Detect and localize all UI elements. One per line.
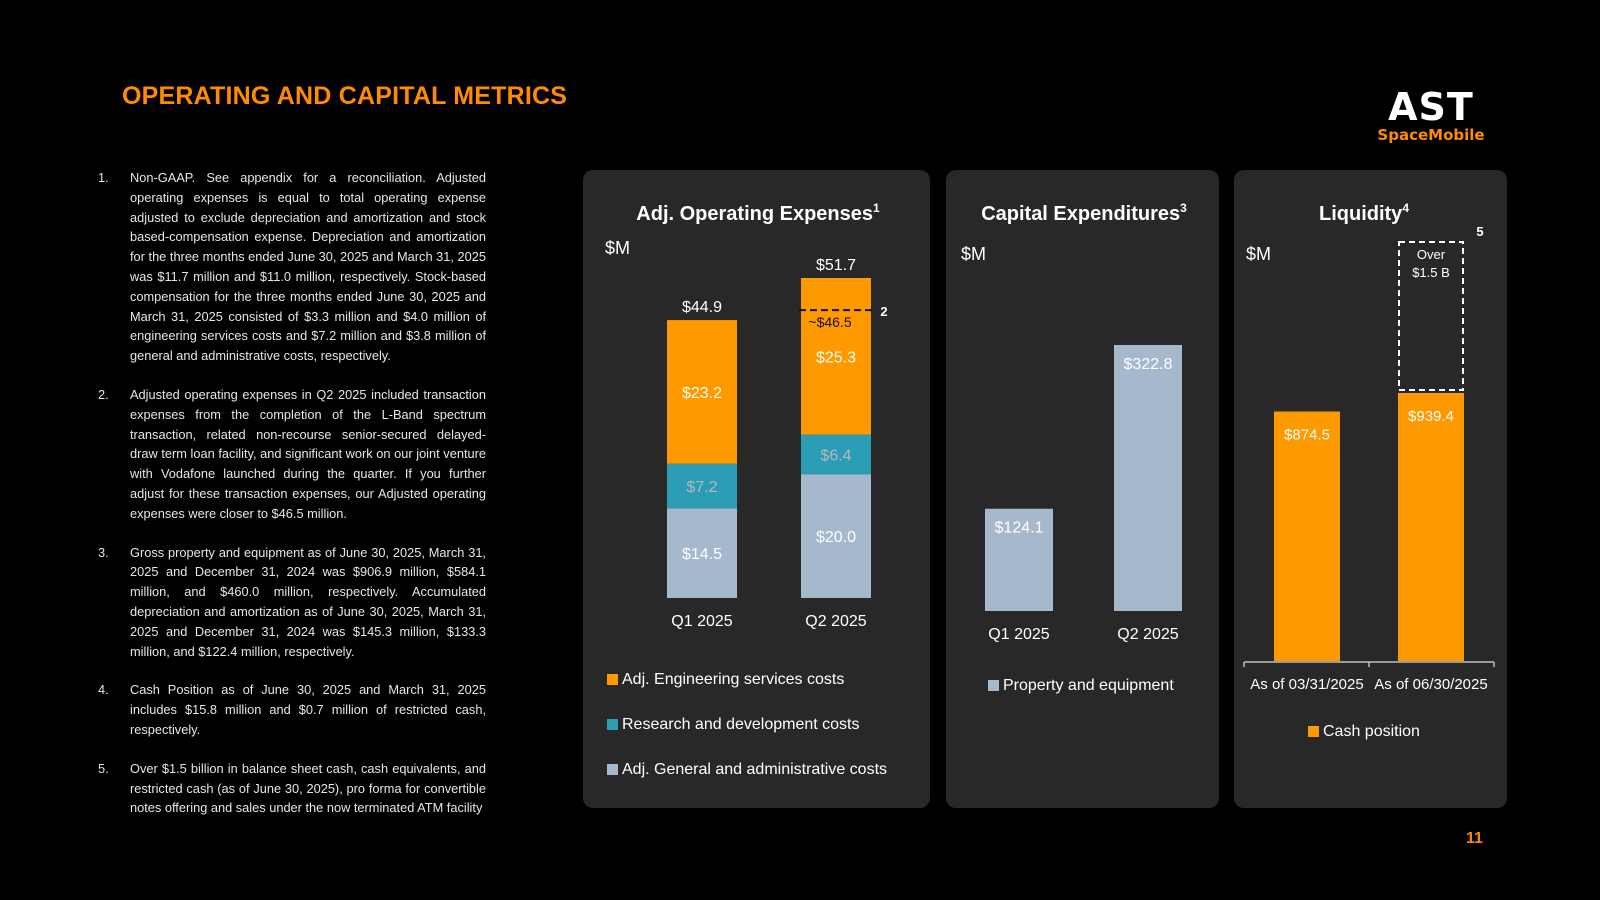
legend-label: Adj. General and administrative costs — [622, 761, 887, 778]
liquidity-chart-panel: Liquidity4 $M $874.5 As of 03/31/2025 $939.4… — [1234, 170, 1507, 808]
data-label: $7.2 — [686, 479, 717, 496]
footnote-item: 5. Over $1.5 billion in balance sheet cas… — [98, 759, 486, 818]
data-label: $322.8 — [1124, 356, 1173, 373]
footnote-text: Gross property and equipment as of June … — [130, 545, 486, 659]
pro-forma-footnote: 5 — [1476, 224, 1483, 239]
footnote-number: 4. — [98, 680, 109, 700]
legend-label: Property and equipment — [1003, 677, 1174, 694]
chart-title: Capital Expenditures3 — [981, 201, 1187, 225]
footnote-text: Adjusted operating expenses in Q2 2025 i… — [130, 387, 486, 521]
bar — [1274, 412, 1340, 661]
chart-title: Liquidity4 — [1319, 201, 1409, 225]
footnote-text: Cash Position as of June 30, 2025 and Ma… — [130, 682, 486, 737]
annotation-label: ~$46.5 — [808, 314, 851, 330]
data-label: $874.5 — [1284, 427, 1330, 444]
x-tick-label: Q1 2025 — [988, 626, 1049, 643]
footnote-number: 2. — [98, 385, 109, 405]
data-label: $124.1 — [995, 520, 1044, 537]
page-number: 11 — [1466, 830, 1483, 848]
capex-chart-panel: Capital Expenditures3 $M $124.1 Q1 2025 $322… — [946, 170, 1219, 808]
footnote-item: 3. Gross property and equipment as of Jun… — [98, 543, 486, 662]
data-label: $25.3 — [816, 349, 856, 366]
footnote-item: 4. Cash Position as of June 30, 2025 and … — [98, 680, 486, 739]
footnotes-list: 1. Non-GAAP. See appendix for a reconcili… — [98, 168, 486, 837]
x-tick-label: Q2 2025 — [805, 613, 866, 630]
bar — [1398, 393, 1464, 661]
pro-forma-label: Over — [1417, 247, 1446, 262]
logo-wordmark: AST — [1370, 88, 1492, 126]
footnote-number: 1. — [98, 168, 109, 188]
annotation-footnote: 2 — [880, 304, 887, 319]
legend-label: Research and development costs — [622, 716, 859, 733]
legend-swatch — [1308, 726, 1319, 737]
unit-label: $M — [961, 244, 986, 264]
logo-subtitle: SpaceMobile — [1370, 126, 1492, 144]
total-label: $51.7 — [816, 257, 856, 274]
chart-title: Adj. Operating Expenses1 — [636, 201, 880, 225]
unit-label: $M — [605, 238, 630, 258]
x-tick-label: Q1 2025 — [671, 613, 732, 630]
footnote-item: 1. Non-GAAP. See appendix for a reconcili… — [98, 168, 486, 366]
data-label: $23.2 — [682, 385, 722, 402]
capex-chart: Capital Expenditures3 $M $124.1 Q1 2025 $322… — [946, 170, 1219, 808]
liquidity-chart: Liquidity4 $M $874.5 As of 03/31/2025 $939.4… — [1234, 170, 1507, 808]
legend-swatch — [607, 674, 618, 685]
footnote-text: Over $1.5 billion in balance sheet cash,… — [130, 761, 486, 816]
x-tick-label: Q2 2025 — [1117, 626, 1178, 643]
data-label: $14.5 — [682, 546, 722, 563]
legend-label: Adj. Engineering services costs — [622, 671, 844, 688]
unit-label: $M — [1246, 244, 1271, 264]
footnote-text: Non-GAAP. See appendix for a reconciliat… — [130, 170, 486, 363]
opex-chart-panel: Adj. Operating Expenses1 $M $14.5 $7.2 $23.2… — [583, 170, 930, 808]
footnote-number: 3. — [98, 543, 109, 563]
pro-forma-label: $1.5 B — [1412, 265, 1450, 280]
legend-swatch — [607, 764, 618, 775]
data-label: $20.0 — [816, 529, 856, 546]
total-label: $44.9 — [682, 299, 722, 316]
footnote-number: 5. — [98, 759, 109, 779]
bar — [1114, 345, 1182, 611]
x-tick-label: As of 06/30/2025 — [1374, 676, 1487, 693]
data-label: $939.4 — [1408, 408, 1454, 425]
legend-swatch — [607, 719, 618, 730]
footnote-item: 2. Adjusted operating expenses in Q2 2025… — [98, 385, 486, 524]
page-title: OPERATING AND CAPITAL METRICS — [122, 82, 567, 111]
data-label: $6.4 — [820, 447, 851, 464]
legend-label: Cash position — [1323, 723, 1420, 740]
x-tick-label: As of 03/31/2025 — [1250, 676, 1363, 693]
legend-swatch — [988, 680, 999, 691]
opex-chart: Adj. Operating Expenses1 $M $14.5 $7.2 $23.2… — [583, 170, 930, 808]
company-logo: AST SpaceMobile — [1370, 88, 1492, 144]
